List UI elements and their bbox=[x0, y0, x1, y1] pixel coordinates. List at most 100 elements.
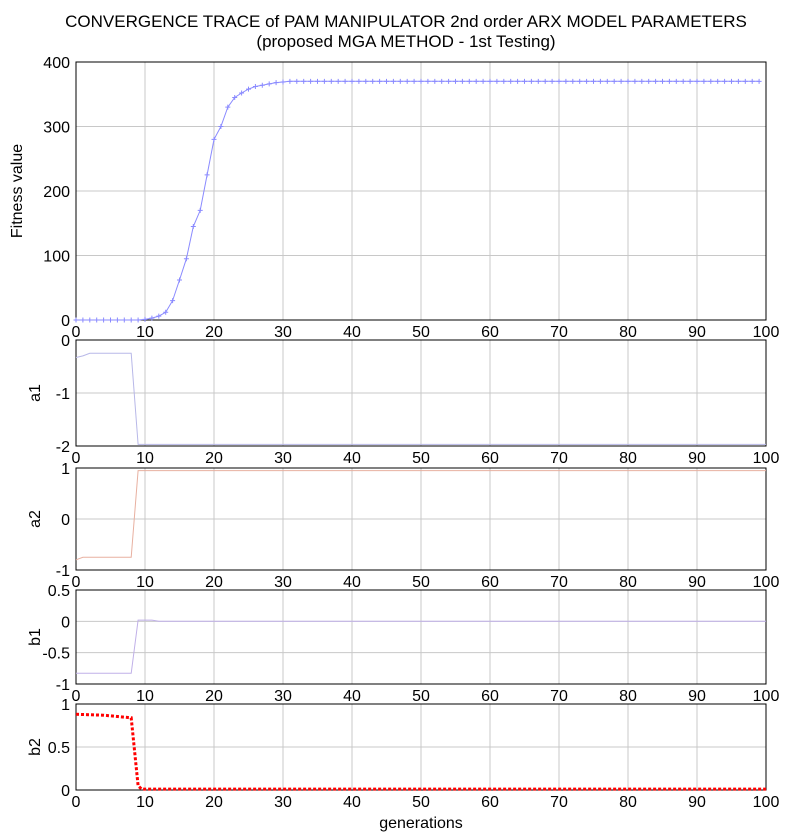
fitness-point-marker bbox=[522, 78, 527, 84]
b2-xlabel: generations bbox=[379, 815, 463, 832]
fitness-point-marker bbox=[294, 78, 300, 84]
a1-xtick-label: 70 bbox=[550, 450, 568, 467]
b1-ytick-label: -1 bbox=[56, 677, 70, 694]
fitness-point-marker bbox=[597, 78, 603, 84]
fitness-point-marker bbox=[239, 90, 245, 96]
fitness-point-marker bbox=[259, 82, 265, 88]
fitness-point-marker bbox=[128, 317, 134, 323]
fitness-point-marker bbox=[280, 79, 286, 85]
b1-ytick-label: -0.5 bbox=[42, 646, 70, 663]
b1-xtick-label: 90 bbox=[688, 688, 706, 705]
fitness-xtick-label: 10 bbox=[136, 324, 154, 341]
b2-xtick-label: 70 bbox=[550, 794, 568, 811]
fitness-point-marker bbox=[87, 317, 93, 323]
b2-xtick-label: 10 bbox=[136, 794, 154, 811]
fitness-point-marker bbox=[225, 104, 231, 110]
fitness-point-marker bbox=[528, 78, 534, 84]
fitness-point-marker bbox=[508, 78, 514, 84]
fitness-point-marker bbox=[135, 317, 141, 323]
fitness-xtick-label: 60 bbox=[481, 324, 499, 341]
fitness-point-marker bbox=[646, 78, 652, 84]
b1-xtick-label: 50 bbox=[412, 688, 430, 705]
b1-axes-frame bbox=[75, 589, 767, 685]
b2-ytick-label: 1 bbox=[61, 697, 70, 714]
fitness-xtick-label: 30 bbox=[274, 324, 292, 341]
fitness-point-marker bbox=[535, 78, 541, 84]
fitness-point-marker bbox=[577, 78, 583, 84]
fitness-point-marker bbox=[342, 78, 348, 84]
fitness-point-marker bbox=[404, 78, 410, 84]
fitness-point-marker bbox=[246, 86, 251, 92]
fitness-point-marker bbox=[453, 78, 458, 84]
a2-xtick-label: 100 bbox=[753, 574, 780, 591]
b1-ytick-label: 0.5 bbox=[48, 583, 70, 600]
chart-title: CONVERGENCE TRACE of PAM MANIPULATOR 2nd… bbox=[0, 12, 812, 52]
fitness-ytick-label: 0 bbox=[61, 313, 70, 330]
fitness-point-marker bbox=[308, 78, 314, 84]
fitness-point-marker bbox=[618, 78, 624, 84]
fitness-point-marker bbox=[466, 78, 472, 84]
fitness-xtick-label: 50 bbox=[412, 324, 430, 341]
fitness-point-marker bbox=[328, 78, 334, 84]
fitness-point-marker bbox=[356, 78, 362, 84]
fitness-ytick-label: 400 bbox=[43, 55, 70, 72]
a2-xtick-label: 40 bbox=[343, 574, 361, 591]
fitness-axes-frame bbox=[75, 61, 767, 321]
b2-series-line bbox=[75, 712, 766, 791]
fitness-point-marker bbox=[108, 317, 113, 323]
fitness-point-marker bbox=[273, 80, 279, 86]
fitness-point-marker bbox=[625, 78, 631, 84]
a1-xtick-label: 30 bbox=[274, 450, 292, 467]
a2-xtick-label: 60 bbox=[481, 574, 499, 591]
fitness-point-marker bbox=[266, 81, 272, 87]
b1-xtick-label: 80 bbox=[619, 688, 637, 705]
b1-series-line bbox=[76, 619, 766, 674]
a2-ytick-label: -1 bbox=[56, 563, 70, 580]
fitness-point-marker bbox=[639, 78, 645, 84]
fitness-point-marker bbox=[204, 172, 210, 178]
b1-xtick-label: 10 bbox=[136, 688, 154, 705]
fitness-point-marker bbox=[501, 78, 507, 84]
fitness-point-marker bbox=[715, 78, 721, 84]
fitness-point-marker bbox=[190, 223, 196, 229]
fitness-point-marker bbox=[584, 78, 590, 84]
fitness-ytick-label: 200 bbox=[43, 184, 70, 201]
fitness-point-marker bbox=[218, 124, 224, 129]
a1-ylabel: a1 bbox=[27, 384, 44, 402]
fitness-point-marker bbox=[80, 317, 86, 323]
a1-xtick-label: 10 bbox=[136, 450, 154, 467]
fitness-point-marker bbox=[321, 78, 327, 84]
a1-xtick-label: 100 bbox=[753, 450, 780, 467]
fitness-point-marker bbox=[390, 78, 396, 84]
a1-ytick-label: -1 bbox=[56, 386, 70, 403]
fitness-point-marker bbox=[156, 313, 162, 319]
fitness-point-marker bbox=[418, 78, 424, 84]
fitness-point-marker bbox=[197, 207, 203, 213]
b2-xtick-label: 40 bbox=[343, 794, 361, 811]
b1-xtick-label: 30 bbox=[274, 688, 292, 705]
a2-xtick-label: 50 bbox=[412, 574, 430, 591]
fitness-point-marker bbox=[756, 78, 762, 84]
fitness-series-line bbox=[76, 80, 760, 321]
fitness-point-marker bbox=[591, 78, 596, 84]
fitness-point-marker bbox=[335, 78, 341, 84]
fitness-point-marker bbox=[673, 78, 679, 84]
a2-xtick-label: 90 bbox=[688, 574, 706, 591]
fitness-point-marker bbox=[473, 78, 479, 84]
b1-ylabel: b1 bbox=[27, 628, 44, 646]
fitness-ylabel: Fitness value bbox=[9, 144, 26, 238]
fitness-point-marker bbox=[694, 78, 700, 84]
fitness-point-marker bbox=[611, 78, 617, 84]
fitness-xtick-label: 80 bbox=[619, 324, 637, 341]
fitness-point-marker bbox=[480, 78, 486, 84]
fitness-point-marker bbox=[411, 78, 417, 84]
a1-xtick-label: 20 bbox=[205, 450, 223, 467]
a1-ytick-label: 0 bbox=[61, 333, 70, 350]
fitness-point-marker bbox=[183, 256, 189, 262]
fitness-point-marker bbox=[701, 78, 707, 84]
b2-xtick-label: 80 bbox=[619, 794, 637, 811]
fitness-point-marker bbox=[487, 78, 493, 84]
b2-xtick-label: 30 bbox=[274, 794, 292, 811]
fitness-point-marker bbox=[722, 78, 728, 84]
